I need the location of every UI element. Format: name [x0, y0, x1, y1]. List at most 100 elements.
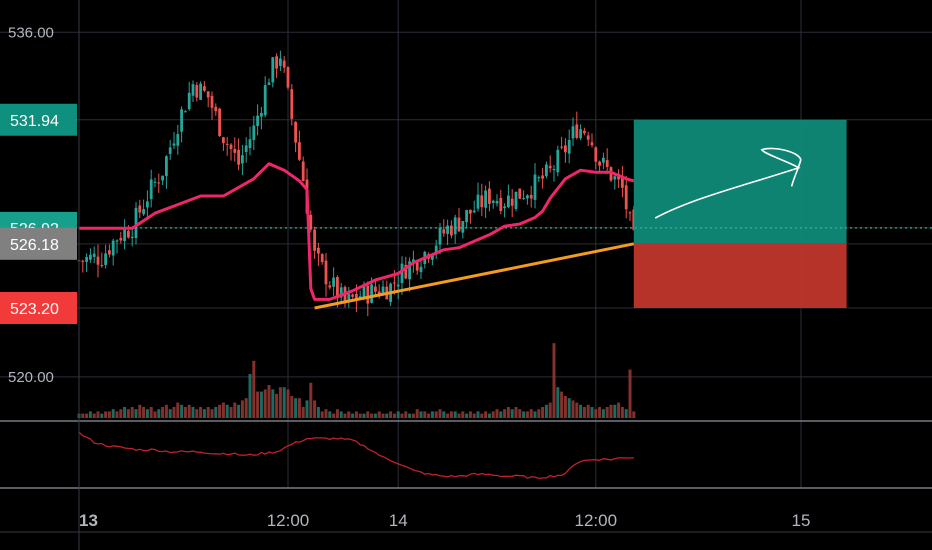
volume-bar [187, 404, 191, 418]
candle-body [480, 195, 484, 208]
volume-bar [138, 404, 142, 418]
candle-body [605, 160, 609, 168]
candle-body [191, 84, 195, 96]
candle-body [119, 237, 123, 241]
candle-body [313, 229, 316, 251]
volume-bar [385, 413, 389, 418]
candle-body [465, 210, 468, 223]
candle-body [301, 161, 305, 182]
volume-bar [495, 409, 499, 418]
candle-body [366, 285, 370, 304]
candle-body [332, 277, 335, 287]
volume-bar [282, 387, 286, 418]
candle-body [355, 294, 358, 301]
candle-body [583, 130, 586, 134]
price-tag-label: 526.18 [10, 237, 59, 254]
candle-body [134, 207, 138, 239]
volume-bar [339, 411, 343, 418]
candle-body [564, 145, 567, 153]
volume-bar [354, 411, 358, 418]
volume-bar [225, 404, 229, 418]
candle-body [241, 155, 244, 164]
volume-bar [210, 409, 214, 418]
volume-bar [335, 409, 339, 418]
candle-body [263, 85, 267, 116]
volume-bar [172, 407, 176, 418]
volume-bar [278, 387, 282, 418]
volume-bar [579, 404, 583, 418]
candle-body [165, 156, 168, 177]
volume-bar [297, 398, 301, 418]
volume-bar [548, 402, 552, 418]
volume-bar [229, 407, 233, 418]
candle-body [461, 221, 465, 233]
volume-bar [503, 409, 507, 418]
volume-bar [518, 409, 522, 418]
candle-body [96, 256, 100, 265]
candle-body [294, 121, 297, 143]
volume-bar [88, 411, 92, 418]
volume-bar [206, 407, 210, 418]
candle-body [408, 261, 411, 280]
volume-bar [522, 411, 526, 418]
volume-bar [301, 407, 305, 418]
overlays [0, 147, 932, 310]
candle-body [282, 60, 286, 68]
y-tick-label: 536.00 [8, 24, 54, 41]
candle-body [127, 230, 130, 238]
candle-body [187, 92, 191, 110]
candle-body [89, 254, 92, 260]
candle-body [579, 129, 582, 139]
volume-bar [377, 411, 381, 418]
volume-bar [628, 369, 632, 418]
volume-bar [286, 389, 290, 418]
candle-body [457, 217, 461, 232]
volume-bar [267, 385, 271, 418]
volume-bar [153, 411, 157, 418]
volume-bar [149, 407, 153, 418]
candle-body [590, 142, 594, 146]
candle-body [203, 86, 206, 91]
volume-bar [613, 404, 617, 418]
candle-body [415, 261, 419, 271]
volume-bar [244, 398, 248, 418]
candle-body [218, 108, 221, 137]
volume-bar [541, 407, 545, 418]
candle-body [161, 175, 164, 181]
candle-body [142, 209, 145, 215]
volume-bar [107, 411, 111, 418]
volume-bar [396, 411, 400, 418]
volume-bar [100, 413, 104, 418]
long-position-tool[interactable] [633, 119, 847, 308]
x-tick-label: 13 [79, 511, 98, 530]
volume-bar [271, 389, 275, 418]
volume-bar [430, 411, 434, 418]
candle-body [453, 217, 457, 235]
volume-bar [392, 413, 396, 418]
volume-bar [419, 411, 423, 418]
volume-bar [145, 409, 149, 418]
volume-bar [328, 411, 332, 418]
price-tag-label: 531.94 [10, 113, 59, 130]
candle-body [290, 89, 294, 119]
volume-bar [309, 382, 313, 418]
volume-bar [461, 411, 465, 418]
candle-body [381, 286, 385, 295]
candle-body [252, 125, 256, 140]
volume-bar [389, 411, 393, 418]
candle-body [533, 174, 537, 200]
candle-body [495, 200, 499, 204]
volume-bar [381, 413, 385, 418]
candle-body [548, 165, 552, 169]
candle-body [545, 164, 548, 177]
candle-body [529, 194, 533, 199]
candle-body [298, 142, 301, 160]
candle-body [168, 147, 172, 154]
volume-bar [514, 407, 518, 418]
candle-body [267, 82, 271, 85]
volume-bar [373, 413, 377, 418]
candle-body [510, 198, 514, 206]
candlestick-series [77, 50, 636, 317]
volume-bar [560, 391, 564, 418]
